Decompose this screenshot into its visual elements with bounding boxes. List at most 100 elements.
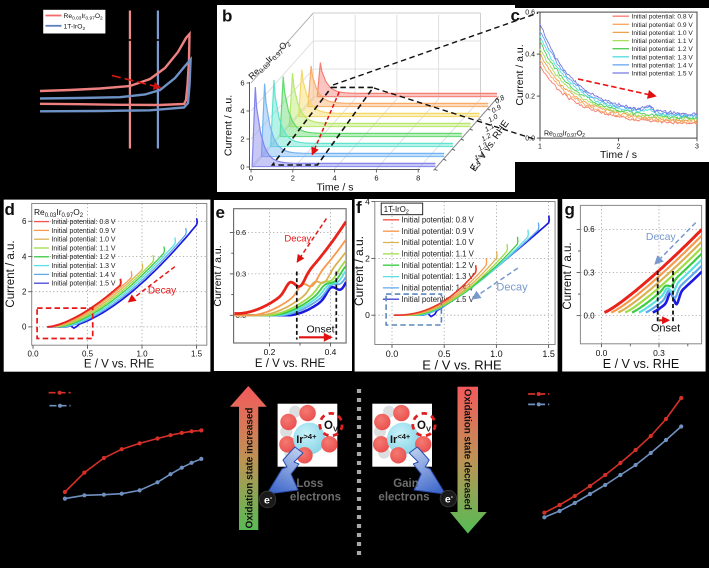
svg-text:0.6: 0.6 xyxy=(236,228,246,237)
svg-text:6: 6 xyxy=(374,174,378,183)
svg-text:4: 4 xyxy=(240,107,244,116)
svg-text:0: 0 xyxy=(365,310,370,320)
svg-text:Gain: Gain xyxy=(393,478,419,490)
svg-text:0: 0 xyxy=(240,163,244,172)
svg-text:E / V vs. RHE: E / V vs. RHE xyxy=(84,359,155,371)
svg-text:c: c xyxy=(511,6,520,25)
svg-text:Current / a.u.: Current / a.u. xyxy=(352,236,366,306)
svg-text:Initial potential: 1.5 V: Initial potential: 1.5 V xyxy=(52,281,116,288)
svg-text:Initial potential: 1.2 V: Initial potential: 1.2 V xyxy=(402,261,475,270)
svg-text:0.6: 0.6 xyxy=(525,10,535,17)
svg-text:Initial potential: 1.5 V: Initial potential: 1.5 V xyxy=(632,71,694,78)
svg-text:Initial potential: 1.3 V: Initial potential: 1.3 V xyxy=(52,263,116,270)
svg-text:1.0: 1.0 xyxy=(487,113,499,124)
svg-text:Initial potential: 1.0 V: Initial potential: 1.0 V xyxy=(52,237,116,244)
svg-text:Initial potential: 1.4 V: Initial potential: 1.4 V xyxy=(52,272,116,279)
svg-text:0.0: 0.0 xyxy=(27,350,39,359)
svg-text:0.0: 0.0 xyxy=(386,349,399,359)
svg-text:2: 2 xyxy=(291,174,295,183)
svg-text:Time / s: Time / s xyxy=(600,149,637,161)
svg-text:E / V vs. RHE: E / V vs. RHE xyxy=(422,358,502,373)
svg-text:Oxidation state decreased: Oxidation state decreased xyxy=(461,389,472,510)
svg-text:Initial potential: 1.3 V: Initial potential: 1.3 V xyxy=(402,272,475,281)
svg-text:8: 8 xyxy=(416,174,420,183)
svg-text:Onset: Onset xyxy=(651,322,680,334)
svg-text:0.0: 0.0 xyxy=(596,348,608,358)
svg-text:Onset: Onset xyxy=(306,324,334,336)
svg-text:1.5: 1.5 xyxy=(470,161,482,172)
svg-text:0.5: 0.5 xyxy=(82,350,94,359)
svg-text:d: d xyxy=(5,200,15,219)
svg-text:1.4: 1.4 xyxy=(474,151,486,162)
svg-text:electrons: electrons xyxy=(378,491,429,503)
svg-text:E / V vs. RHE: E / V vs. RHE xyxy=(255,358,326,370)
svg-text:b: b xyxy=(222,7,232,26)
svg-text:4: 4 xyxy=(333,174,337,183)
svg-text:Initial potential: 1.5 V: Initial potential: 1.5 V xyxy=(402,295,475,304)
svg-text:Initial potential: 1.1 V: Initial potential: 1.1 V xyxy=(402,250,475,259)
svg-text:Initial potential: 0.9 V: Initial potential: 0.9 V xyxy=(52,228,116,235)
svg-text:0.2: 0.2 xyxy=(525,94,535,101)
svg-text:Initial potential: 0.8 V: Initial potential: 0.8 V xyxy=(632,14,694,21)
svg-text:E / V vs. RHE: E / V vs. RHE xyxy=(603,357,679,371)
svg-text:Current / a.u.: Current / a.u. xyxy=(5,240,17,307)
svg-text:Initial potential: 1.4 V: Initial potential: 1.4 V xyxy=(632,62,694,69)
svg-text:Initial potential: 0.9 V: Initial potential: 0.9 V xyxy=(632,22,694,29)
svg-text:1.5: 1.5 xyxy=(542,349,555,359)
svg-text:3: 3 xyxy=(695,144,699,151)
svg-text:electrons: electrons xyxy=(290,491,341,503)
svg-text:2: 2 xyxy=(240,135,244,144)
svg-text:Initial potential: 1.4 V: Initial potential: 1.4 V xyxy=(402,284,475,293)
svg-text:4: 4 xyxy=(22,252,27,261)
svg-text:Current / a.u.: Current / a.u. xyxy=(562,242,574,309)
svg-text:e-: e- xyxy=(264,494,273,506)
svg-text:0.5: 0.5 xyxy=(438,349,451,359)
svg-text:2: 2 xyxy=(365,253,370,263)
svg-text:Current / a.u.: Current / a.u. xyxy=(223,95,235,156)
svg-text:Re0.03Ir0.97O2: Re0.03Ir0.97O2 xyxy=(34,207,84,219)
svg-text:Initial potential: 0.8 V: Initial potential: 0.8 V xyxy=(52,219,116,226)
svg-text:e-: e- xyxy=(445,493,454,505)
svg-text:1.2: 1.2 xyxy=(480,132,492,143)
svg-text:Initial potential: 1.1 V: Initial potential: 1.1 V xyxy=(632,38,694,45)
svg-text:1.1: 1.1 xyxy=(484,123,496,134)
svg-text:0.4: 0.4 xyxy=(325,347,337,357)
svg-text:Decay: Decay xyxy=(148,286,176,297)
svg-text:Initial potential: 1.2 V: Initial potential: 1.2 V xyxy=(52,254,116,261)
svg-text:2: 2 xyxy=(22,288,27,297)
svg-text:0.0: 0.0 xyxy=(525,136,535,143)
svg-text:f: f xyxy=(356,198,362,217)
svg-text:0.2: 0.2 xyxy=(264,347,276,357)
svg-text:Time / s: Time / s xyxy=(317,182,354,194)
svg-text:Decay: Decay xyxy=(646,231,677,243)
svg-text:4: 4 xyxy=(365,197,370,207)
svg-text:Initial potential: 1.2 V: Initial potential: 1.2 V xyxy=(632,46,694,53)
svg-text:0.4: 0.4 xyxy=(525,52,535,59)
svg-text:1T-IrO2: 1T-IrO2 xyxy=(64,23,86,32)
svg-text:0.3: 0.3 xyxy=(584,268,596,277)
svg-text:Current / a.u.: Current / a.u. xyxy=(514,44,526,105)
svg-text:2: 2 xyxy=(617,144,621,151)
svg-text:Current / a.u.: Current / a.u. xyxy=(212,245,224,306)
svg-text:Re0.03Ir0.97O2: Re0.03Ir0.97O2 xyxy=(544,131,585,140)
svg-text:0: 0 xyxy=(249,174,253,183)
svg-text:Loss: Loss xyxy=(296,478,323,490)
svg-text:Re0.03Ir0.97O2: Re0.03Ir0.97O2 xyxy=(64,13,104,22)
svg-text:0.0: 0.0 xyxy=(584,311,596,320)
svg-text:1.3: 1.3 xyxy=(477,142,489,153)
svg-text:0.8: 0.8 xyxy=(494,95,506,106)
svg-text:0: 0 xyxy=(22,323,27,332)
svg-text:Initial potential: 1.0 V: Initial potential: 1.0 V xyxy=(632,30,694,37)
svg-text:0.6: 0.6 xyxy=(584,225,596,234)
svg-text:1.5: 1.5 xyxy=(191,350,203,359)
svg-text:Initial potential: 1.1 V: Initial potential: 1.1 V xyxy=(52,245,116,252)
svg-text:0.3: 0.3 xyxy=(653,348,665,358)
svg-text:6: 6 xyxy=(22,217,27,226)
svg-text:6: 6 xyxy=(240,79,244,88)
svg-text:Initial potential: 1.0 V: Initial potential: 1.0 V xyxy=(402,238,475,247)
svg-text:e: e xyxy=(216,203,225,222)
svg-text:Initial potential: 0.8 V: Initial potential: 0.8 V xyxy=(402,215,475,224)
svg-text:Decay: Decay xyxy=(284,234,311,245)
svg-text:g: g xyxy=(565,200,575,219)
svg-text:Initial potential: 0.9 V: Initial potential: 0.9 V xyxy=(402,227,475,236)
